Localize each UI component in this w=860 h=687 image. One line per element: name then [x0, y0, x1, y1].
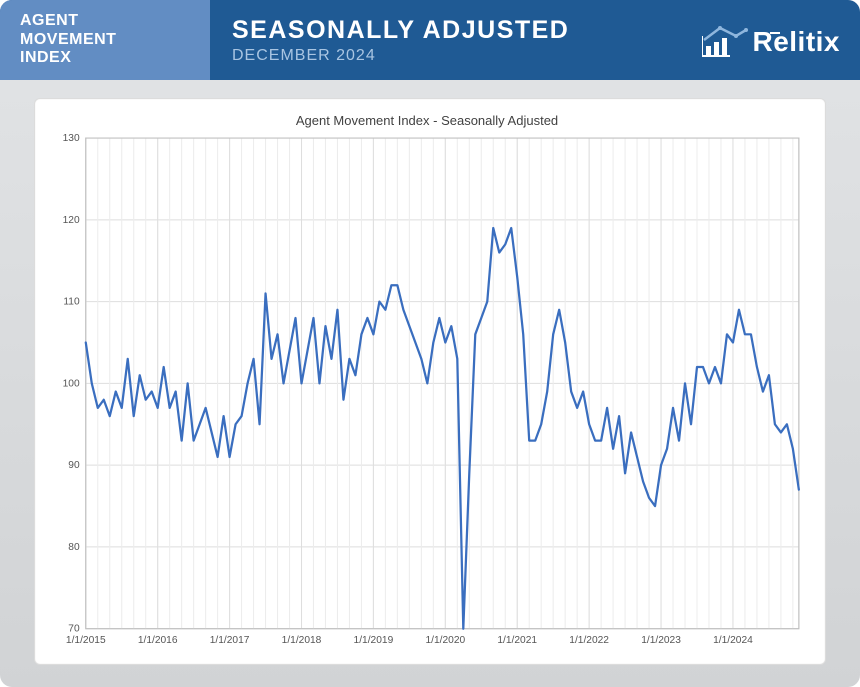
svg-text:90: 90 — [68, 460, 80, 471]
svg-text:1/1/2021: 1/1/2021 — [497, 635, 537, 646]
chart-panel: Agent Movement Index - Seasonally Adjust… — [34, 98, 826, 665]
header-right-block: SEASONALLY ADJUSTED DECEMBER 2024 Reliti… — [210, 0, 860, 80]
svg-text:70: 70 — [68, 624, 80, 635]
svg-text:110: 110 — [63, 297, 80, 308]
brand-name: Relitix — [752, 26, 840, 58]
svg-text:1/1/2018: 1/1/2018 — [282, 635, 322, 646]
header-left-line1: AGENT — [20, 12, 192, 30]
card-container: AGENT MOVEMENT INDEX SEASONALLY ADJUSTED… — [0, 0, 860, 687]
macron-accent-icon — [770, 32, 780, 34]
svg-text:1/1/2017: 1/1/2017 — [210, 635, 250, 646]
svg-text:120: 120 — [63, 215, 80, 226]
svg-text:130: 130 — [63, 134, 80, 144]
svg-text:1/1/2022: 1/1/2022 — [569, 635, 609, 646]
svg-text:1/1/2019: 1/1/2019 — [354, 635, 394, 646]
line-chart-svg: 70 80 90 100 110 120 130 1/1/2015 1/1/2016 1/1/20… — [49, 134, 805, 651]
header-left-line3: INDEX — [20, 49, 192, 67]
chart-roof-icon — [702, 22, 748, 58]
svg-text:1/1/2023: 1/1/2023 — [641, 635, 681, 646]
svg-text:1/1/2020: 1/1/2020 — [425, 635, 465, 646]
header-subtitle: DECEMBER 2024 — [232, 47, 569, 65]
svg-text:1/1/2015: 1/1/2015 — [66, 635, 106, 646]
plot-area: 70 80 90 100 110 120 130 1/1/2015 1/1/2016 1/1/20… — [49, 134, 805, 651]
header: AGENT MOVEMENT INDEX SEASONALLY ADJUSTED… — [0, 0, 860, 80]
chart-title: Agent Movement Index - Seasonally Adjust… — [49, 113, 805, 128]
svg-text:1/1/2024: 1/1/2024 — [713, 635, 753, 646]
svg-text:1/1/2016: 1/1/2016 — [138, 635, 178, 646]
header-title: SEASONALLY ADJUSTED — [232, 16, 569, 45]
svg-text:80: 80 — [68, 542, 80, 553]
header-left-block: AGENT MOVEMENT INDEX — [0, 0, 210, 80]
header-text-block: SEASONALLY ADJUSTED DECEMBER 2024 — [232, 16, 569, 65]
brand-logo: Relitix — [702, 22, 840, 58]
header-left-line2: MOVEMENT — [20, 31, 192, 49]
svg-text:100: 100 — [63, 378, 80, 389]
